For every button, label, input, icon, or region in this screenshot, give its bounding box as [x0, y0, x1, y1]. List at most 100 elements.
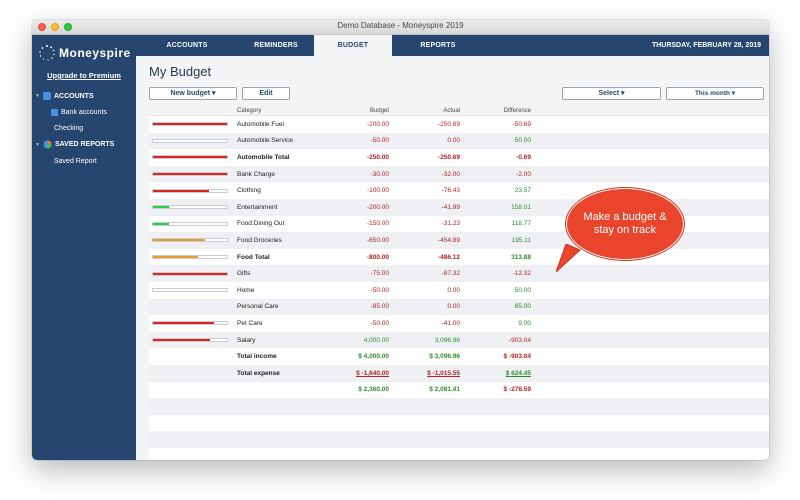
- table-row: [149, 398, 769, 415]
- budget-cell: $ 4,000.00: [358, 353, 389, 361]
- new-budget-button[interactable]: New budget ▾: [149, 87, 237, 100]
- actual-cell: -41.00: [441, 319, 460, 327]
- zoom-window-button[interactable]: [64, 23, 72, 31]
- difference-cell: $ 624.45: [505, 369, 531, 377]
- budget-cell: -200.00: [366, 203, 389, 211]
- logo-text: Moneyspire: [59, 46, 131, 60]
- table-row[interactable]: Pet Care -50.00 -41.00 9.00: [149, 315, 769, 332]
- actual-cell: -454.89: [437, 236, 460, 244]
- progress-bar: [152, 205, 228, 210]
- progress-cell: [149, 271, 233, 276]
- budget-table: Category Budget Actual Difference Automo…: [149, 106, 769, 460]
- difference-cell: -12.32: [512, 270, 531, 278]
- difference-cell: 50.00: [514, 137, 531, 145]
- category-cell: Automobile:Service: [237, 137, 293, 145]
- bar-column-header: [149, 106, 233, 115]
- category-cell: Clothing: [237, 187, 261, 195]
- actual-cell: -87.32: [441, 270, 460, 278]
- disclosure-triangle-icon[interactable]: ▼: [35, 93, 40, 99]
- table-row[interactable]: Total income $ 4,000.00 $ 3,096.96 $ -903.0…: [149, 348, 769, 365]
- actual-cell: -41.99: [441, 203, 460, 211]
- sidebar-item-checking[interactable]: Checking: [32, 125, 136, 132]
- category-cell: Food Total: [237, 253, 270, 261]
- actual-cell: -76.43: [441, 187, 460, 195]
- difference-cell: -50.69: [512, 120, 531, 128]
- sidebar-item-saved-report[interactable]: Saved Report: [32, 158, 136, 165]
- actual-cell: -31.23: [441, 220, 460, 228]
- budget-cell: -650.00: [366, 236, 389, 244]
- minimize-window-button[interactable]: [51, 23, 59, 31]
- bank-icon: [51, 109, 58, 116]
- progress-bar: [152, 288, 228, 293]
- app-logo: Moneyspire: [38, 43, 136, 63]
- upgrade-link[interactable]: Upgrade to Premium: [47, 71, 121, 80]
- budget-column-header[interactable]: Budget: [369, 107, 389, 114]
- title-bar: Demo Database - Moneyspire 2019: [32, 20, 769, 35]
- progress-cell: [149, 205, 233, 210]
- table-row[interactable]: Personal Care -85.00 0.00 85.00: [149, 298, 769, 316]
- progress-bar: [152, 155, 228, 160]
- budget-cell: -150.00: [366, 220, 389, 228]
- budget-cell: -800.00: [366, 253, 389, 261]
- sidebar-section-accounts[interactable]: ▼ ACCOUNTS: [35, 92, 136, 100]
- edit-button[interactable]: Edit: [242, 87, 290, 100]
- tab-accounts[interactable]: ACCOUNTS: [166, 42, 208, 49]
- tab-reminders[interactable]: REMINDERS: [254, 42, 298, 49]
- difference-cell: -0.69: [516, 153, 531, 161]
- category-cell: Automobile Total: [237, 153, 290, 161]
- table-row[interactable]: Gifts -75.00 -87.32 -12.32: [149, 265, 769, 282]
- category-cell: Automobile:Fuel: [237, 120, 284, 128]
- progress-bar: [152, 188, 228, 193]
- table-row[interactable]: Food Total -800.00 -486.12 313.88: [149, 248, 769, 266]
- actual-column-header[interactable]: Actual: [443, 107, 460, 114]
- table-row[interactable]: Total expense $ -1,640.00 $ -1,015.55 $ 624…: [149, 364, 769, 382]
- progress-bar-fill: [153, 173, 227, 176]
- budget-cell: $ 2,360.00: [358, 386, 389, 394]
- progress-bar-fill: [153, 272, 227, 275]
- table-row[interactable]: Automobile:Fuel -200.00 -250.69 -50.69: [149, 116, 769, 133]
- sidebar-item-bank-accounts[interactable]: Bank accounts: [32, 109, 136, 116]
- top-navigation: ACCOUNTS REMINDERS BUDGET REPORTS THURSD…: [136, 35, 769, 56]
- actual-cell: 0.00: [447, 303, 460, 311]
- sidebar-section-saved-reports[interactable]: ▼ SAVED REPORTS: [35, 140, 136, 149]
- actual-cell: $ -1,015.55: [427, 369, 460, 377]
- table-row[interactable]: Bank Charge -30.00 -32.00 -2.00: [149, 165, 769, 183]
- difference-cell: 50.00: [514, 286, 531, 294]
- budget-cell: 4,000.00: [363, 336, 389, 344]
- budget-cell: -30.00: [370, 170, 389, 178]
- progress-bar-fill: [153, 322, 214, 325]
- window-title: Demo Database - Moneyspire 2019: [337, 21, 464, 30]
- progress-bar: [152, 338, 228, 343]
- disclosure-triangle-icon[interactable]: ▼: [35, 141, 40, 148]
- difference-column-header[interactable]: Difference: [503, 107, 531, 114]
- callout-tail-icon: [556, 244, 581, 273]
- difference-cell: 9.00: [518, 319, 531, 327]
- select-dropdown[interactable]: Select ▾: [562, 87, 661, 100]
- table-row[interactable]: Home -50.00 0.00 50.00: [149, 281, 769, 299]
- tab-budget[interactable]: BUDGET: [314, 35, 392, 56]
- category-column-header[interactable]: Category: [237, 107, 262, 114]
- category-cell: Food:Groceries: [237, 236, 282, 244]
- table-body: Automobile:Fuel -200.00 -250.69 -50.69 Autom…: [149, 116, 769, 460]
- progress-cell: [149, 221, 233, 226]
- table-row[interactable]: Automobile:Service -50.00 0.00 50.00: [149, 132, 769, 150]
- table-row: [149, 414, 769, 432]
- table-row[interactable]: Salary 4,000.00 3,096.96 -903.04: [149, 331, 769, 349]
- budget-cell: -50.00: [370, 286, 389, 294]
- difference-cell: 313.88: [511, 253, 531, 261]
- table-row: [149, 447, 769, 460]
- close-window-button[interactable]: [38, 23, 46, 31]
- table-row[interactable]: Clothing -100.00 -76.43 23.57: [149, 182, 769, 199]
- tab-reports[interactable]: REPORTS: [420, 42, 456, 49]
- window-controls: [38, 23, 72, 31]
- table-row[interactable]: Automobile Total -250.00 -250.69 -0.69: [149, 149, 769, 166]
- period-dropdown[interactable]: This month ▾: [666, 87, 764, 100]
- table-row[interactable]: $ 2,360.00 $ 2,081.41 $ -278.59: [149, 381, 769, 399]
- category-cell: Bank Charge: [237, 170, 275, 178]
- progress-bar-fill: [153, 256, 199, 259]
- sidebar-item-label: Bank accounts: [61, 109, 107, 116]
- actual-cell: -250.69: [437, 153, 460, 161]
- budget-content: My Budget New budget ▾ Edit Select ▾ Thi…: [136, 56, 769, 460]
- difference-cell: 85.00: [514, 303, 531, 311]
- actual-cell: 0.00: [447, 286, 460, 294]
